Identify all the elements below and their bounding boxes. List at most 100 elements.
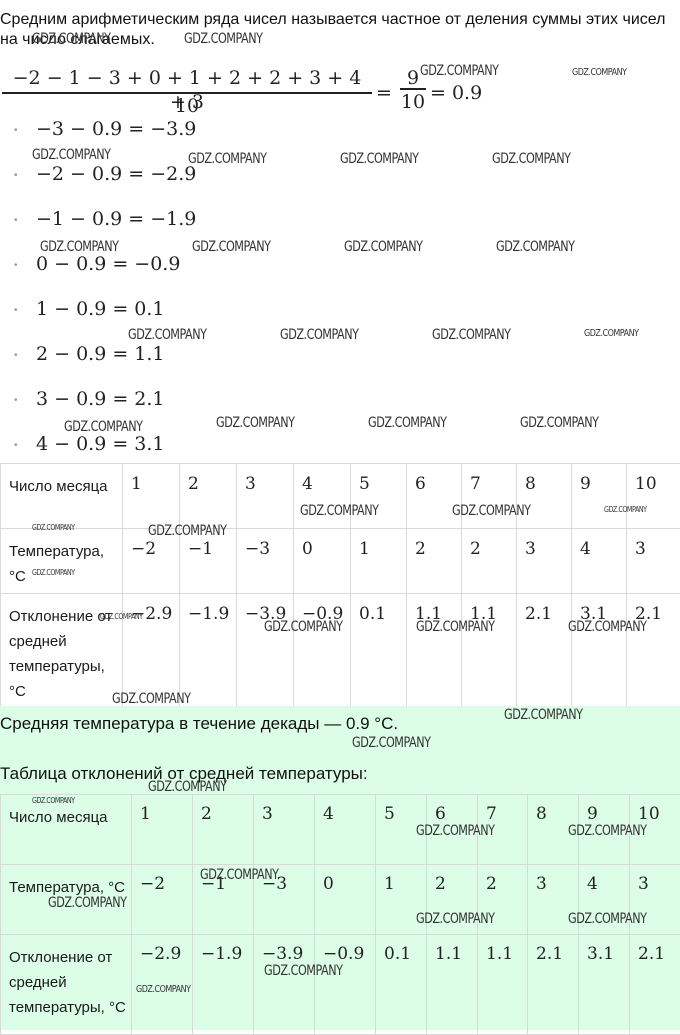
deviation-expression: 0 − 0.9 = −0.9 — [36, 253, 180, 275]
watermark: GDZ.COMPANY — [200, 867, 278, 883]
watermark: GDZ.COMPANY — [572, 67, 627, 78]
table-cell: 2.1 — [627, 594, 680, 707]
watermark: GDZ.COMPANY — [368, 415, 446, 431]
table-cell: 1.1 — [427, 935, 478, 1035]
table-cell: 3.1 — [572, 594, 627, 707]
watermark: GDZ.COMPANY — [264, 619, 342, 635]
watermark: GDZ.COMPANY — [32, 147, 110, 163]
bullet-icon: • — [14, 215, 18, 226]
watermark: GDZ.COMPANY — [40, 239, 118, 255]
watermark: GDZ.COMPANY — [584, 328, 639, 339]
watermark: GDZ.COMPANY — [420, 63, 498, 79]
deviation-expression: 1 − 0.9 = 0.1 — [36, 298, 165, 320]
deviation-expression: −1 − 0.9 = −1.9 — [36, 208, 196, 230]
table-cell: 3 — [627, 529, 680, 594]
watermark: GDZ.COMPANY — [148, 779, 226, 795]
watermark: GDZ.COMPANY — [188, 151, 266, 167]
watermark: GDZ.COMPANY — [432, 327, 510, 343]
table-cell: 1.1 — [407, 594, 462, 707]
watermark: GDZ.COMPANY — [344, 239, 422, 255]
watermark: GDZ.COMPANY — [112, 691, 190, 707]
mean-formula-fraction: −2 − 1 − 3 + 0 + 1 + 2 + 2 + 3 + 4 + 3 1… — [2, 66, 372, 116]
watermark: GDZ.COMPANY — [136, 984, 191, 995]
watermark: GDZ.COMPANY — [32, 796, 75, 805]
watermark: GDZ.COMPANY — [604, 505, 647, 514]
watermark: GDZ.COMPANY — [416, 911, 494, 927]
table-header-deviation: Отклонение от средней температуры, °C — [1, 935, 132, 1035]
bullet-icon: • — [14, 260, 18, 271]
table-cell: −2.9 — [123, 594, 180, 707]
table-cell: −1.9 — [180, 594, 237, 707]
table-cell: 3 — [254, 795, 315, 865]
watermark: GDZ.COMPANY — [48, 895, 126, 911]
table-header-temperature: Температура, °C — [1, 529, 123, 594]
table-cell: 3 — [517, 529, 572, 594]
bullet-icon: • — [14, 125, 18, 136]
table-row-temperature: Температура, °C −2 −1 −3 0 1 2 2 3 4 3 — [1, 529, 680, 594]
table-header-day: Число месяца — [1, 795, 132, 865]
bullet-icon: • — [14, 440, 18, 451]
table-cell: 4 — [572, 529, 627, 594]
table-cell: 2.1 — [630, 935, 680, 1035]
watermark: GDZ.COMPANY — [148, 523, 226, 539]
watermark: GDZ.COMPANY — [340, 151, 418, 167]
temperature-table: Число месяца 1 2 3 4 5 6 7 8 9 10 Темпер… — [0, 463, 680, 707]
watermark: GDZ.COMPANY — [300, 503, 378, 519]
bullet-icon: • — [14, 305, 18, 316]
table-cell: 0 — [315, 865, 376, 935]
bullet-icon: • — [14, 170, 18, 181]
watermark: GDZ.COMPANY — [280, 327, 358, 343]
table-cell: −1.9 — [193, 935, 254, 1035]
table-cell: 1 — [123, 464, 180, 529]
table-cell: 1.1 — [478, 935, 528, 1035]
watermark: GDZ.COMPANY — [32, 31, 110, 47]
table-cell: 1.1 — [462, 594, 517, 707]
watermark: GDZ.COMPANY — [492, 151, 570, 167]
table-cell: 1 — [351, 529, 407, 594]
watermark: GDZ.COMPANY — [452, 503, 530, 519]
watermark: GDZ.COMPANY — [32, 568, 75, 577]
formula-result: = 0.9 — [430, 82, 482, 104]
table-row-deviation: Отклонение от средней температуры, °C −2… — [1, 935, 680, 1035]
bullet-icon: • — [14, 395, 18, 406]
table-cell: 10 — [627, 464, 680, 529]
table-cell: 2 — [180, 464, 237, 529]
table-cell: −3.9 — [254, 935, 315, 1035]
table-cell: −3.9 — [237, 594, 294, 707]
watermark: GDZ.COMPANY — [128, 327, 206, 343]
watermark: GDZ.COMPANY — [32, 523, 75, 532]
table-cell: 0.1 — [376, 935, 427, 1035]
deviation-expression: 3 − 0.9 = 2.1 — [36, 388, 165, 410]
table-cell: 2 — [407, 529, 462, 594]
deviation-expression: −3 − 0.9 = −3.9 — [36, 118, 196, 140]
watermark: GDZ.COMPANY — [568, 823, 646, 839]
watermark: GDZ.COMPANY — [184, 31, 262, 47]
table-cell: 0.1 — [351, 594, 407, 707]
watermark: GDZ.COMPANY — [568, 619, 646, 635]
table-header-deviation: Отклонение от средней температуры, °C — [1, 594, 123, 707]
formula-denominator: 10 — [2, 94, 372, 116]
watermark: GDZ.COMPANY — [568, 911, 646, 927]
table-header-day: Число месяца — [1, 464, 123, 529]
watermark: GDZ.COMPANY — [416, 823, 494, 839]
table-cell: 2.1 — [517, 594, 572, 707]
table-cell: 3 — [237, 464, 294, 529]
table-cell: 9 — [572, 464, 627, 529]
table-row-deviation: Отклонение от средней температуры, °C −2… — [1, 594, 680, 707]
table-cell: 2.1 — [528, 935, 579, 1035]
watermark: GDZ.COMPANY — [416, 619, 494, 635]
table-cell: 4 — [315, 795, 376, 865]
table-cell: 0 — [294, 529, 351, 594]
watermark: GDZ.COMPANY — [264, 963, 342, 979]
table-cell: 3.1 — [579, 935, 630, 1035]
watermark: GDZ.COMPANY — [504, 707, 582, 723]
watermark: GDZ.COMPANY — [192, 239, 270, 255]
table-cell: 1 — [132, 795, 193, 865]
table-cell: −2 — [132, 865, 193, 935]
deviation-expression: −2 − 0.9 = −2.9 — [36, 163, 196, 185]
watermark: GDZ.COMPANY — [216, 415, 294, 431]
watermark: GDZ.COMPANY — [352, 735, 430, 751]
bullet-icon: • — [14, 350, 18, 361]
formula-equals-sign: = — [376, 82, 392, 104]
average-text: Средняя температура в течение декады — 0… — [0, 714, 398, 734]
